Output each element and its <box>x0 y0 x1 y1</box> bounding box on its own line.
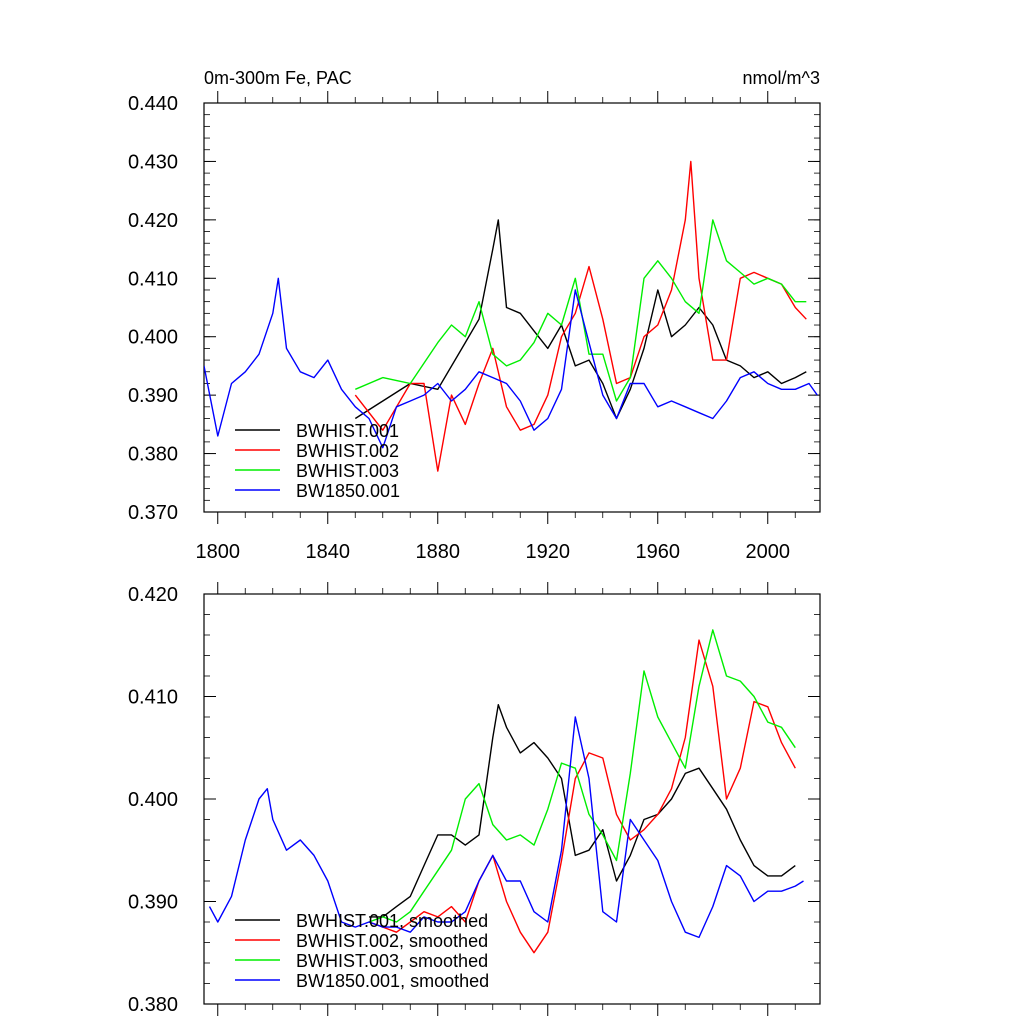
legend-label: BW1850.001, smoothed <box>296 971 489 991</box>
series-line-bwhist-002 <box>354 160 807 472</box>
legend-label: BWHIST.002 <box>296 441 399 461</box>
y-tick-label: 0.380 <box>128 444 178 466</box>
series-line-bwhist-003 <box>355 219 807 402</box>
legend-label: BWHIST.003, smoothed <box>296 951 488 971</box>
x-tick-label: 2000 <box>746 541 791 563</box>
top-panel-raw: 0.370 0.380 0.390 0.400 0.410 0.420 0.430 0.440… <box>128 91 821 563</box>
series-line-bw1850-001 <box>204 277 818 449</box>
legend-label: BW1850.001 <box>296 481 400 501</box>
legend-label: BWHIST.003 <box>296 461 399 481</box>
series-line-bwhist-001 <box>369 704 796 918</box>
legend-label: BWHIST.001, smoothed <box>296 911 488 931</box>
x-tick-label: 1840 <box>306 541 351 563</box>
series-line-bwhist-003 <box>368 629 796 923</box>
x-tick-label: 1880 <box>416 541 461 563</box>
x-tick-label: 1800 <box>196 541 241 563</box>
plot-frame <box>203 102 821 513</box>
y-tick-label: 0.430 <box>128 151 178 173</box>
y-tick-label: 0.410 <box>128 268 178 290</box>
y-tick-label: 0.410 <box>128 687 178 709</box>
y-tick-label: 0.400 <box>128 327 178 349</box>
y-tick-label: 0.380 <box>128 994 178 1016</box>
series-line-bwhist-002 <box>368 639 796 954</box>
y-tick-label: 0.420 <box>128 210 178 232</box>
y-tick-label: 0.440 <box>128 93 178 115</box>
y-tick-label: 0.370 <box>128 502 178 524</box>
series-line-bw1850-001 <box>208 716 804 939</box>
units-label: nmol/m^3 <box>743 68 820 88</box>
legend-label: BWHIST.002, smoothed <box>296 931 488 951</box>
legend-label: BWHIST.001 <box>296 421 399 441</box>
x-tick-label: 1920 <box>526 541 571 563</box>
plot-title: 0m-300m Fe, PAC <box>204 68 352 88</box>
y-tick-label: 0.420 <box>128 584 178 606</box>
bottom-panel-smoothed: 0.380 0.390 0.400 0.410 0.420 BWHIST.001, smo… <box>128 582 821 1016</box>
x-tick-label: 1960 <box>636 541 681 563</box>
y-tick-label: 0.390 <box>128 892 178 914</box>
y-tick-label: 0.390 <box>128 385 178 407</box>
series-line-bwhist-001 <box>354 219 807 420</box>
y-tick-label: 0.400 <box>128 789 178 811</box>
